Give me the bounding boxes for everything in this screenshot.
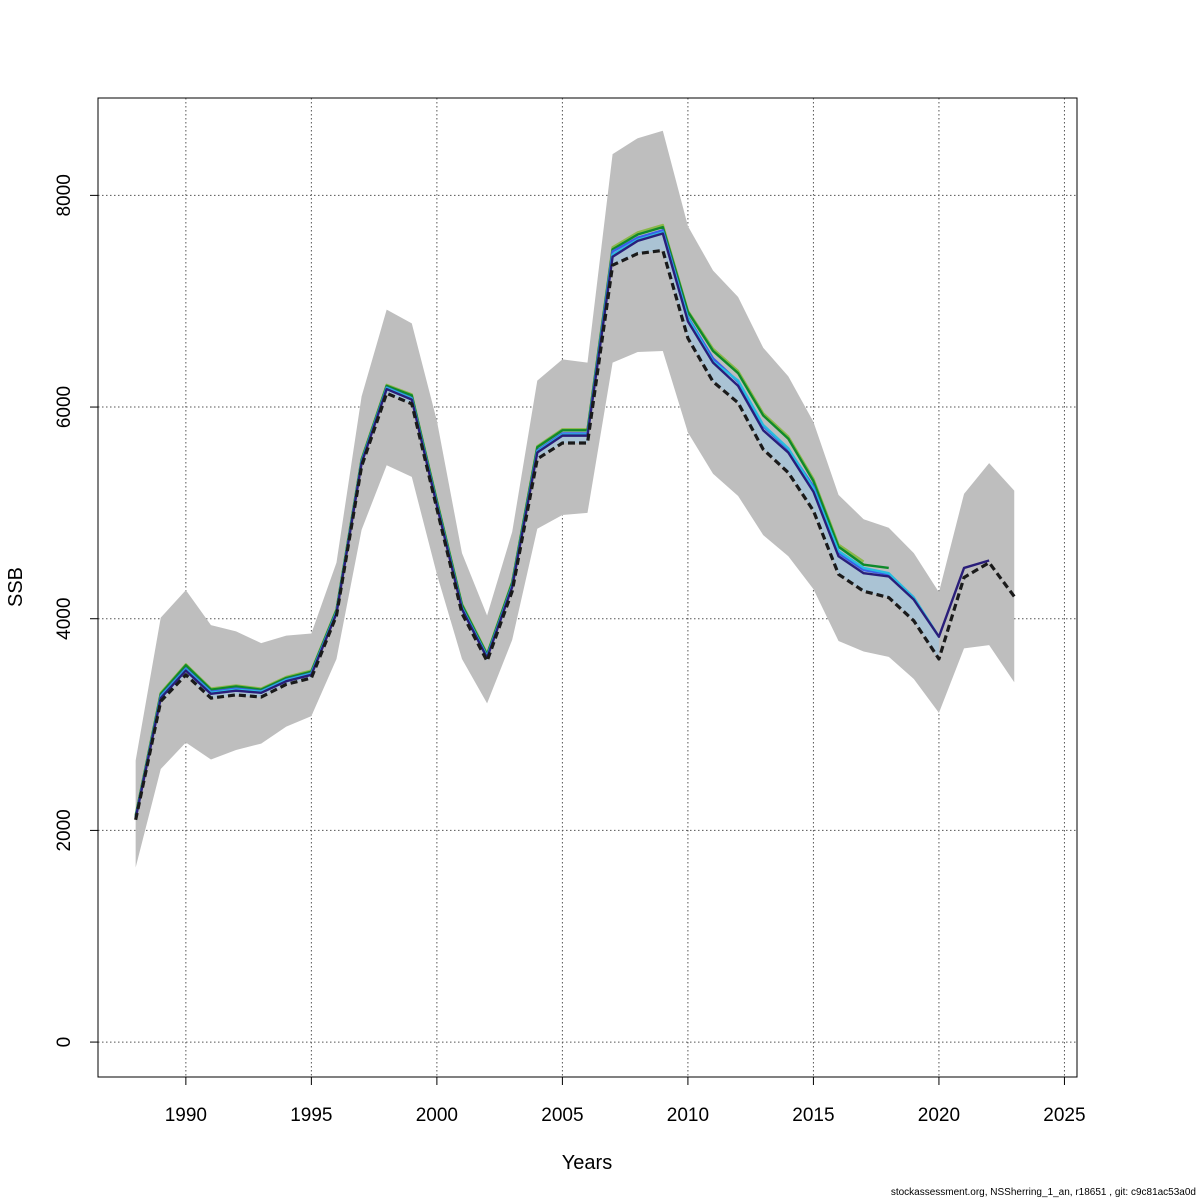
x-axis-title: Years [562,1152,612,1174]
x-tick-label-2010: 2010 [667,1105,709,1126]
x-tick-label-1990: 1990 [165,1105,207,1126]
y-axis-title: SSB [5,567,27,607]
y-tick-label-4000: 4000 [54,598,75,640]
series-line-reference [134,248,1016,821]
x-tick-label-2015: 2015 [792,1105,834,1126]
series-line-retro-3 [134,232,990,819]
x-tick-label-1995: 1995 [290,1105,332,1126]
y-tick-label-8000: 8000 [54,174,75,216]
series-layer [134,223,1016,821]
x-tick-label-2025: 2025 [1043,1105,1085,1126]
footer-credit: stockassessment.org, NSSherring_1_an, r1… [890,1187,1196,1198]
x-tick-label-2020: 2020 [918,1105,960,1126]
x-tick-label-2000: 2000 [416,1105,458,1126]
y-tick-label-6000: 6000 [54,386,75,428]
axes: 1990 1995 2000 2005 2010 2015 2020 2025 0 2000 400… [54,174,1086,1126]
x-tick-label-2005: 2005 [541,1105,583,1126]
confidence-band-layer [135,130,1015,868]
y-tick-label-2000: 2000 [54,809,75,851]
confidence-band [135,130,1015,868]
y-tick-label-0: 0 [54,1037,75,1048]
